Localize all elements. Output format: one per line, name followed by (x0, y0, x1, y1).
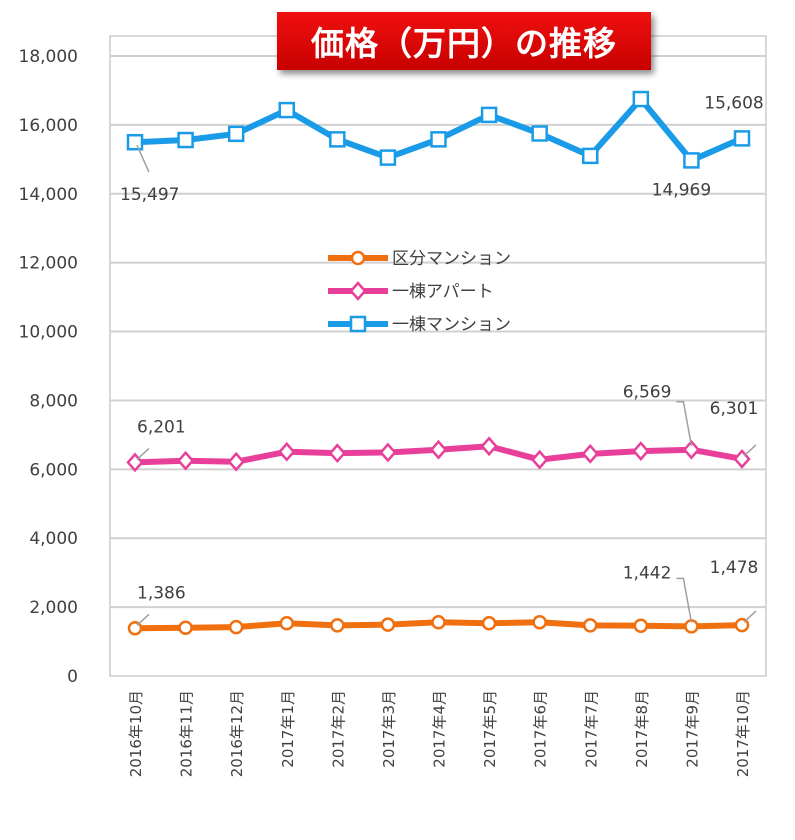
data-label: 6,301 (710, 399, 759, 419)
data-point (481, 616, 497, 631)
data-point (633, 618, 649, 633)
data-point (228, 619, 244, 635)
data-point (582, 147, 599, 165)
data-label: 6,201 (137, 417, 186, 437)
x-tick-label: 2017年10月 (734, 690, 752, 777)
data-point (632, 441, 650, 461)
x-tick-label: 2017年3月 (380, 690, 398, 768)
legend-marker (349, 315, 367, 333)
y-tick-label: 10,000 (19, 323, 78, 343)
x-tick-label: 2016年11月 (178, 690, 196, 777)
data-point (682, 439, 701, 460)
data-point (178, 620, 193, 636)
x-tick-label: 2017年9月 (683, 690, 701, 768)
data-point (126, 133, 144, 151)
leader-line (676, 400, 693, 446)
data-point (278, 101, 295, 119)
leader-line (676, 577, 693, 623)
data-point (733, 130, 751, 147)
leader-line (136, 447, 150, 460)
data-point (380, 617, 396, 632)
data-point (430, 131, 447, 148)
data-label: 14,969 (652, 180, 711, 200)
data-point (176, 450, 195, 471)
y-tick-label: 14,000 (19, 185, 78, 205)
data-point (583, 618, 598, 633)
data-point (531, 449, 549, 470)
data-point (379, 442, 397, 463)
legend-label: 一棟アパート (392, 282, 494, 302)
data-point (328, 443, 346, 464)
y-tick-label: 4,000 (29, 529, 78, 549)
y-tick-label: 6,000 (29, 460, 78, 480)
data-point (429, 439, 448, 460)
data-point (683, 152, 700, 169)
data-point (632, 90, 650, 108)
leader-line (743, 610, 757, 623)
data-point (531, 125, 548, 142)
data-label: 15,608 (704, 93, 763, 113)
data-point (177, 131, 194, 149)
legend-marker (350, 250, 366, 266)
x-tick-label: 2017年4月 (431, 690, 449, 768)
leader-line (136, 613, 150, 626)
data-label: 1,478 (710, 558, 759, 578)
x-tick-label: 2017年7月 (582, 690, 600, 768)
data-label: 15,497 (120, 185, 179, 205)
data-label: 6,569 (623, 383, 672, 403)
data-point (227, 451, 245, 472)
leader-line (136, 144, 150, 173)
legend-label: 一棟マンション (392, 315, 511, 335)
legend-label: 区分マンション (392, 249, 511, 269)
data-point (581, 443, 599, 464)
y-tick-label: 18,000 (19, 47, 78, 67)
data-point (532, 615, 547, 630)
x-tick-label: 2016年12月 (228, 690, 246, 777)
y-tick-label: 16,000 (19, 116, 78, 136)
data-point (227, 125, 245, 143)
x-tick-label: 2017年1月 (279, 690, 297, 768)
data-point (431, 615, 446, 630)
data-point (279, 616, 294, 631)
data-point (329, 131, 346, 148)
legend-marker (349, 281, 367, 301)
data-point (480, 436, 498, 457)
y-tick-label: 0 (67, 667, 78, 687)
chart-title: 価格（万円）の推移 (277, 12, 651, 70)
data-label: 1,442 (623, 563, 672, 583)
leader-line (743, 444, 757, 457)
x-tick-label: 2017年2月 (329, 690, 347, 768)
y-tick-label: 8,000 (29, 391, 78, 411)
x-tick-label: 2017年6月 (532, 690, 550, 768)
data-point (330, 618, 345, 633)
data-point (278, 441, 296, 462)
y-tick-label: 2,000 (29, 598, 78, 618)
data-point (379, 149, 397, 166)
x-tick-label: 2016年10月 (127, 690, 145, 777)
x-tick-label: 2017年5月 (481, 690, 499, 768)
series-line-2 (134, 96, 744, 164)
data-point (480, 106, 498, 124)
y-tick-label: 12,000 (19, 254, 78, 274)
x-tick-label: 2017年8月 (633, 690, 651, 768)
data-label: 1,386 (137, 583, 186, 603)
